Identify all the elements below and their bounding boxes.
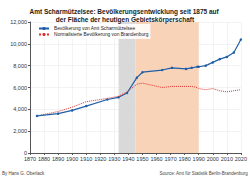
svg-text:1900: 1900 (66, 156, 78, 162)
svg-text:By Hans G. Oberlack: By Hans G. Oberlack (2, 171, 45, 176)
svg-text:Normalisierte Bevölkerung von: Normalisierte Bevölkerung von Brandenbur… (54, 32, 149, 37)
svg-text:1870: 1870 (24, 156, 36, 162)
svg-text:1980: 1980 (179, 156, 191, 162)
svg-text:der Fläche der heutigen Gebiet: der Fläche der heutigen Gebietskörpersch… (56, 16, 195, 24)
svg-text:1950: 1950 (136, 156, 148, 162)
svg-text:8,000: 8,000 (13, 63, 27, 69)
svg-text:1960: 1960 (150, 156, 162, 162)
svg-text:12,000: 12,000 (10, 19, 27, 25)
svg-text:2020: 2020 (235, 156, 247, 162)
svg-text:4,000: 4,000 (13, 106, 27, 112)
svg-text:6,000: 6,000 (13, 85, 27, 91)
svg-text:1890: 1890 (52, 156, 64, 162)
svg-text:1940: 1940 (122, 156, 134, 162)
svg-text:1920: 1920 (94, 156, 106, 162)
svg-text:Source: Amt für Statistik Berl: Source: Amt für Statistik Berlin-Branden… (159, 171, 248, 176)
svg-text:Bevölkerung von Amt Scharmütze: Bevölkerung von Amt Scharmützelsee (54, 26, 135, 31)
svg-text:Amt Scharmützelsee: Bevölkerun: Amt Scharmützelsee: Bevölkerungsentwickl… (29, 8, 220, 16)
svg-text:2,000: 2,000 (13, 128, 27, 134)
svg-text:0: 0 (23, 150, 27, 156)
svg-text:1970: 1970 (164, 156, 176, 162)
svg-text:1990: 1990 (193, 156, 205, 162)
svg-text:1880: 1880 (38, 156, 50, 162)
svg-text:2000: 2000 (207, 156, 219, 162)
svg-text:2010: 2010 (221, 156, 233, 162)
svg-text:1930: 1930 (108, 156, 120, 162)
svg-text:1910: 1910 (80, 156, 92, 162)
svg-text:10,000: 10,000 (10, 41, 27, 47)
